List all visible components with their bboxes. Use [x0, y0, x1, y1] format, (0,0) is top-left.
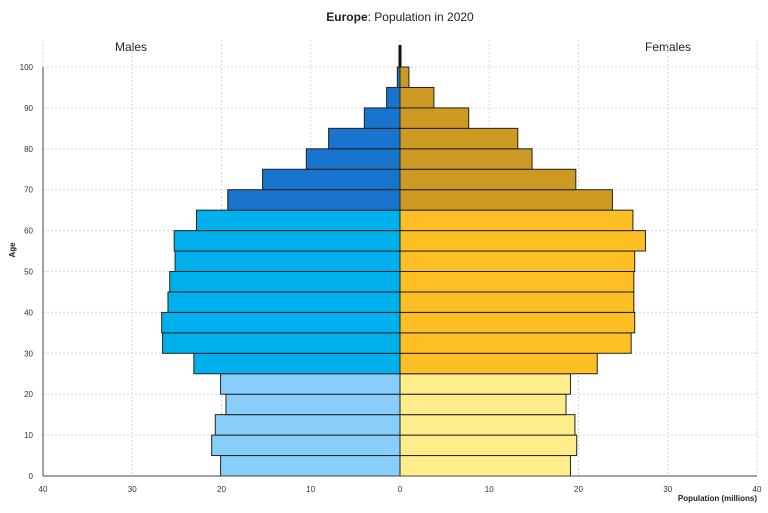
bar-males-50-54	[174, 250, 401, 273]
bar-males-0-4	[220, 455, 401, 477]
bar-females-15-19	[399, 393, 567, 416]
y-tick-label: 70	[24, 186, 33, 195]
females-label: Females	[645, 40, 691, 54]
bar-males-65-69	[227, 189, 401, 211]
x-tick-label: 40	[753, 485, 762, 494]
bar-females-60-64	[399, 209, 634, 232]
bar-males-25-29	[193, 352, 401, 375]
bar-females-30-34	[399, 332, 632, 354]
males-label: Males	[115, 40, 147, 54]
y-axis-label: Age	[8, 242, 17, 258]
bar-females-55-59	[399, 230, 646, 252]
bar-females-90-94	[399, 86, 435, 109]
bar-males-45-49	[169, 271, 401, 293]
bar-females-70-74	[399, 168, 577, 191]
y-tick-label: 10	[24, 431, 33, 440]
bar-females-95-99	[399, 66, 410, 88]
bar-females-85-89	[399, 107, 470, 129]
y-tick-label: 40	[24, 308, 33, 317]
bar-females-65-69	[399, 189, 613, 211]
bar-females-45-49	[399, 271, 635, 293]
bar-females-20-24	[399, 373, 571, 395]
bar-females-0-4	[399, 455, 571, 477]
x-tick-label: 20	[217, 485, 226, 494]
bar-females-5-9	[399, 434, 578, 457]
bar-males-70-74	[262, 168, 401, 191]
bar-males-85-89	[363, 107, 401, 129]
x-tick-label: 30	[663, 485, 672, 494]
bar-males-55-59	[173, 230, 401, 252]
x-tick-label: 10	[306, 485, 315, 494]
bar-females-80-84	[399, 127, 519, 150]
x-tick-label: 30	[128, 485, 137, 494]
bar-males-35-39	[161, 311, 401, 334]
y-tick-label: 100	[20, 63, 34, 72]
bar-females-10-14	[399, 414, 576, 436]
x-tick-label: 10	[485, 485, 494, 494]
y-tick-label: 60	[24, 227, 33, 236]
bar-females-25-29	[399, 352, 598, 375]
bar-females-35-39	[399, 311, 636, 334]
y-tick-label: 90	[24, 104, 33, 113]
x-tick-label: 40	[39, 485, 48, 494]
chart-title: Europe: Population in 2020	[326, 10, 474, 24]
bar-males-40-44	[167, 291, 401, 313]
y-tick-label: 20	[24, 390, 33, 399]
bar-males-60-64	[196, 209, 401, 232]
bar-females-40-44	[399, 291, 635, 313]
x-tick-label: 20	[574, 485, 583, 494]
y-tick-label: 0	[29, 472, 34, 481]
y-tick-label: 80	[24, 145, 33, 154]
bar-males-15-19	[225, 393, 401, 416]
bar-males-90-94	[386, 86, 401, 109]
bar-males-5-9	[211, 434, 401, 457]
bar-males-20-24	[220, 373, 401, 395]
bar-females-50-54	[399, 250, 636, 273]
bar-males-75-79	[305, 148, 401, 170]
y-tick-label: 50	[24, 268, 33, 277]
bar-males-80-84	[328, 127, 401, 150]
bar-females-75-79	[399, 148, 533, 170]
y-tick-label: 30	[24, 349, 33, 358]
x-axis-label: Population (millions)	[678, 494, 757, 503]
bar-males-10-14	[214, 414, 401, 436]
bar-males-30-34	[162, 332, 401, 354]
x-tick-label: 0	[398, 485, 403, 494]
